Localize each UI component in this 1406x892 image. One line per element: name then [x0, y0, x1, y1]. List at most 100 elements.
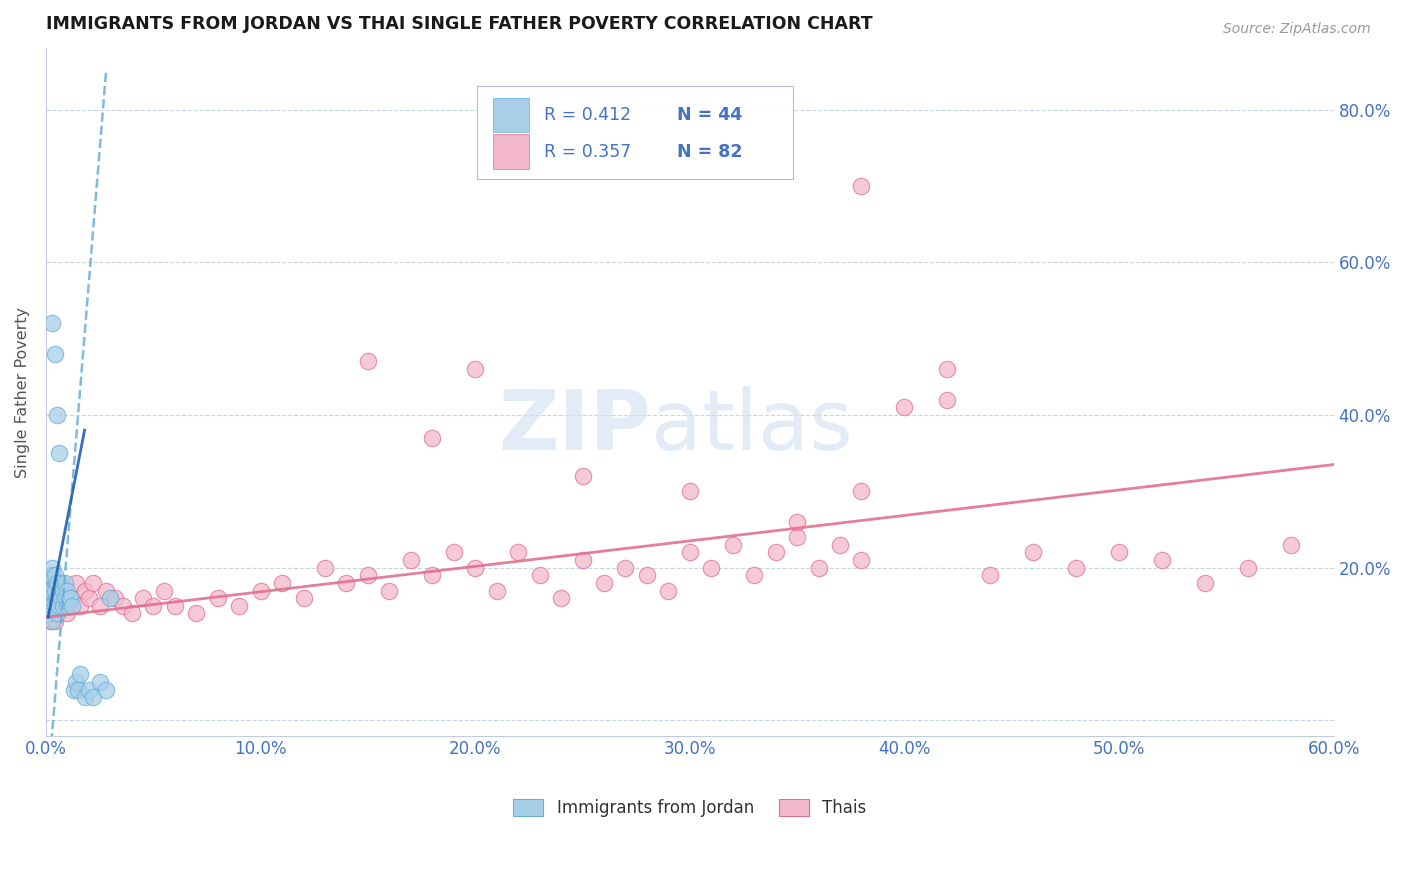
Point: [786, 515, 808, 529]
Point: [41, 568, 63, 582]
Point: [37, 607, 59, 621]
Point: [679, 484, 702, 499]
Point: [851, 178, 873, 193]
Point: [44, 599, 66, 613]
Point: [357, 568, 380, 582]
Point: [56, 599, 79, 613]
Point: [39, 591, 62, 606]
Point: [45, 607, 67, 621]
Point: [807, 560, 830, 574]
Point: [399, 553, 422, 567]
Point: [49, 591, 72, 606]
Point: [39, 591, 62, 606]
Point: [89, 599, 111, 613]
Point: [65, 575, 87, 590]
Point: [49, 575, 72, 590]
Point: [420, 568, 443, 582]
Point: [44, 583, 66, 598]
Point: [39, 583, 62, 598]
Point: [420, 431, 443, 445]
Point: [60, 591, 83, 606]
Point: [121, 607, 143, 621]
Point: [464, 362, 486, 376]
Text: atlas: atlas: [651, 386, 853, 467]
Point: [48, 599, 70, 613]
Point: [742, 568, 765, 582]
Point: [41, 599, 63, 613]
Point: [77, 591, 100, 606]
Point: [851, 484, 873, 499]
Point: [979, 568, 1001, 582]
Point: [82, 690, 104, 705]
Point: [94, 682, 117, 697]
Point: [82, 575, 104, 590]
Point: [37, 583, 59, 598]
Point: [41, 316, 63, 330]
Y-axis label: Single Father Poverty: Single Father Poverty: [15, 307, 30, 477]
Point: [65, 675, 87, 690]
Point: [41, 583, 63, 598]
Point: [45, 591, 67, 606]
Point: [60, 599, 83, 613]
Point: [48, 599, 70, 613]
Point: [131, 591, 153, 606]
Point: [700, 560, 723, 574]
Point: [1279, 538, 1302, 552]
Point: [314, 560, 336, 574]
Point: [153, 583, 176, 598]
Point: [48, 583, 70, 598]
Point: [571, 469, 593, 483]
Point: [67, 682, 90, 697]
Point: [464, 560, 486, 574]
Point: [335, 575, 357, 590]
Point: [893, 401, 915, 415]
Point: [679, 545, 702, 559]
Point: [936, 392, 959, 407]
Point: [39, 607, 62, 621]
Point: [45, 591, 67, 606]
Point: [49, 591, 72, 606]
Point: [37, 575, 59, 590]
Point: [77, 682, 100, 697]
Text: R = 0.412: R = 0.412: [544, 106, 631, 124]
Point: [41, 560, 63, 574]
Point: [98, 591, 121, 606]
Point: [69, 667, 91, 681]
Point: [765, 545, 787, 559]
Point: [786, 530, 808, 544]
Point: [48, 446, 70, 460]
Point: [41, 583, 63, 598]
Text: ZIP: ZIP: [499, 386, 651, 467]
Point: [45, 575, 67, 590]
Point: [1236, 560, 1258, 574]
Point: [41, 614, 63, 628]
Point: [44, 347, 66, 361]
FancyBboxPatch shape: [478, 87, 793, 179]
Point: [508, 545, 530, 559]
Point: [851, 553, 873, 567]
Point: [53, 599, 76, 613]
Point: [52, 583, 75, 598]
Point: [721, 538, 744, 552]
Point: [63, 682, 86, 697]
Point: [41, 607, 63, 621]
Point: [1064, 560, 1087, 574]
FancyBboxPatch shape: [492, 135, 529, 169]
Point: [228, 599, 250, 613]
Point: [378, 583, 401, 598]
Point: [1194, 575, 1216, 590]
Point: [571, 553, 593, 567]
Text: N = 44: N = 44: [676, 106, 742, 124]
Point: [52, 583, 75, 598]
Point: [593, 575, 616, 590]
Point: [44, 599, 66, 613]
Legend: Immigrants from Jordan, Thais: Immigrants from Jordan, Thais: [506, 792, 873, 823]
Point: [89, 675, 111, 690]
Point: [58, 591, 80, 606]
Point: [94, 583, 117, 598]
Point: [550, 591, 572, 606]
Point: [45, 408, 67, 422]
Point: [271, 575, 294, 590]
Point: [936, 362, 959, 376]
Text: Source: ZipAtlas.com: Source: ZipAtlas.com: [1223, 22, 1371, 37]
